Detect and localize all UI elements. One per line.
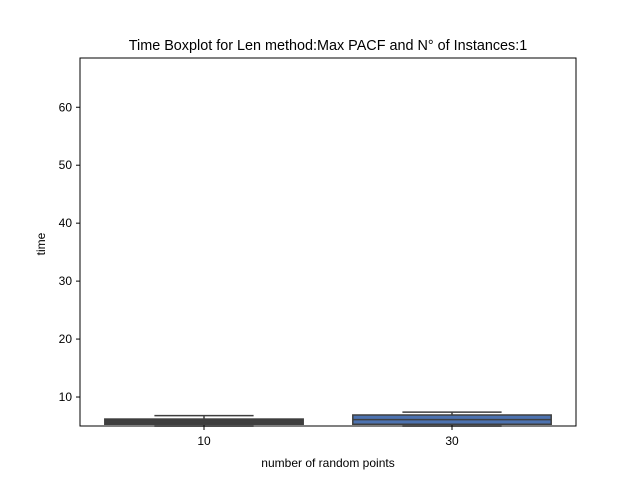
box-30 <box>352 411 552 427</box>
box-10 <box>104 414 304 427</box>
y-axis-label: time <box>34 232 48 255</box>
chart-title: Time Boxplot for Len method:Max PACF and… <box>129 38 527 54</box>
y-tick-label: 10 <box>59 390 73 404</box>
plot-frame <box>79 57 577 427</box>
x-tick-label: 10 <box>197 434 211 448</box>
x-tick-label: 30 <box>445 434 459 448</box>
x-axis: 10 30 <box>197 426 459 448</box>
y-tick-label: 50 <box>59 158 73 172</box>
y-tick-label: 20 <box>59 332 73 346</box>
y-axis: 10 20 30 40 50 60 <box>59 100 80 404</box>
y-tick-label: 40 <box>59 216 73 230</box>
y-tick-label: 30 <box>59 274 73 288</box>
x-axis-label: number of random points <box>261 456 394 470</box>
plot-area <box>104 411 552 427</box>
y-tick-label: 60 <box>59 100 73 114</box>
